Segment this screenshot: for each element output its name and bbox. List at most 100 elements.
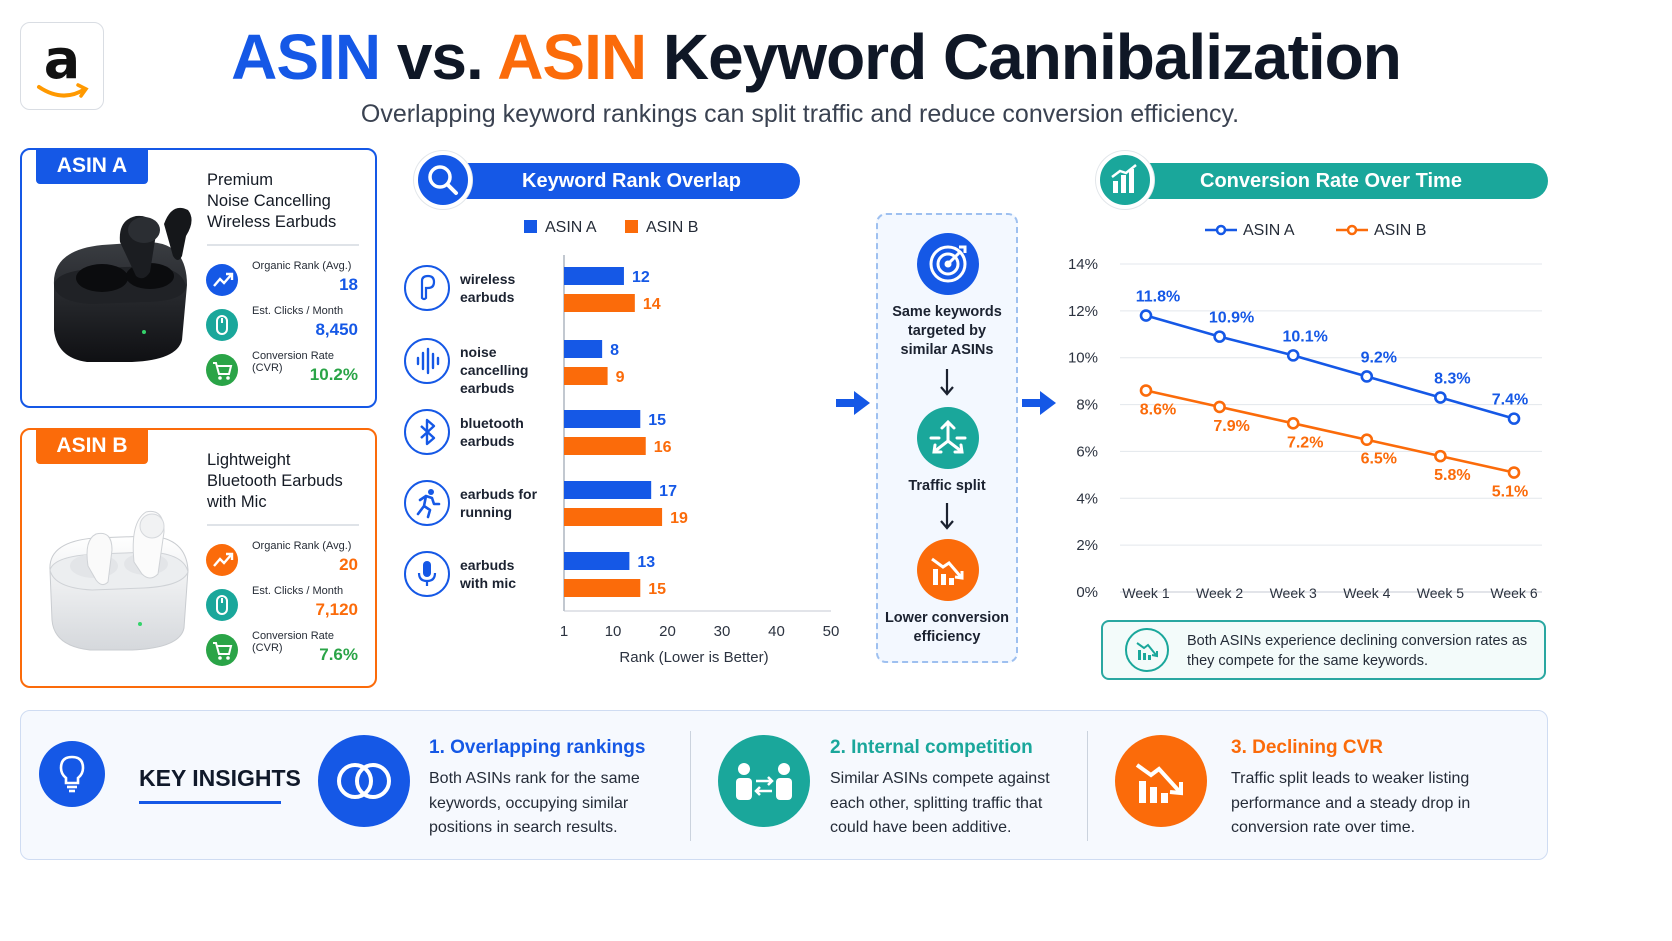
- product-card-asin-a: ASIN A Premium Noise Cancelling Wireless…: [20, 148, 377, 408]
- flow-step-text: Lower conversion efficiency: [878, 609, 1016, 647]
- search-icon: [414, 151, 472, 209]
- product-name-line: Lightweight: [207, 451, 291, 469]
- keyword-label-line: noise cancelling: [460, 344, 529, 378]
- competition-icon: [718, 735, 810, 827]
- bar-value-label: 12: [632, 269, 650, 286]
- bar-asin-a: [564, 410, 641, 428]
- declining-chart-icon: [917, 539, 979, 601]
- metric-organic-rank: Organic Rank (Avg.) 20: [206, 538, 362, 580]
- bar-asin-b: [564, 367, 608, 385]
- bar-asin-a: [564, 481, 652, 499]
- insight-body: Traffic split leads to weaker listing pe…: [1231, 770, 1471, 836]
- bar-asin-a: [564, 340, 603, 358]
- product-card-asin-b: ASIN B Lightweight Bluetooth Earbuds wit…: [20, 428, 377, 688]
- black-earbuds-image: [53, 207, 192, 362]
- data-point: [1507, 412, 1521, 425]
- logo-letter: a: [43, 28, 81, 91]
- bar-value-label: 8: [610, 342, 619, 359]
- data-label: 8.6%: [1140, 402, 1176, 419]
- data-label: 5.8%: [1434, 467, 1470, 484]
- data-label: 7.4%: [1492, 392, 1528, 409]
- legend-label: ASIN A: [1243, 222, 1295, 239]
- product-name-line: Premium: [207, 171, 274, 189]
- y-tick-label: 8%: [1076, 397, 1098, 414]
- bar-value-label: 15: [648, 412, 666, 429]
- page-subtitle: Overlapping keyword rankings can split t…: [360, 100, 1240, 128]
- cvr-note-text: Both ASINs experience declining conversi…: [1187, 633, 1528, 669]
- amazon-logo: a: [20, 22, 104, 110]
- product-name-line: Noise Cancelling: [207, 192, 331, 210]
- x-tick-label: Week 1: [1122, 585, 1169, 601]
- data-point: [1360, 433, 1374, 447]
- data-point: [1139, 384, 1153, 397]
- legend-asin-a: ASIN A: [524, 219, 597, 237]
- y-tick-label: 6%: [1076, 443, 1098, 460]
- metric-label: Est. Clicks / Month: [252, 305, 344, 317]
- data-point: [1286, 417, 1300, 430]
- bar-asin-b: [564, 437, 646, 455]
- data-label: 5.1%: [1492, 484, 1528, 501]
- cvr-section-header: Conversion Rate Over Time: [1124, 163, 1548, 199]
- bar-chart-icon: [1096, 151, 1154, 209]
- legend-asin-b: ASIN B: [1336, 222, 1426, 240]
- bar-asin-b: [564, 508, 663, 526]
- legend-line-marker: [1336, 224, 1368, 236]
- keyword-rank-bar-chart: 12 14 8 9 15 16 17 19 13 15 1 10 20 30 40 50 Rank (Lower…: [560, 255, 839, 666]
- x-tick-label: 1: [560, 623, 568, 640]
- x-tick-label: Week 3: [1270, 585, 1317, 601]
- y-tick-label: 0%: [1076, 584, 1098, 601]
- metric-value: 7,120: [315, 600, 358, 619]
- title-asin-a: ASIN: [231, 21, 381, 93]
- flow-text-line: Lower conversion: [884, 610, 1010, 626]
- data-point: [1213, 330, 1226, 343]
- x-tick-label: Week 5: [1417, 585, 1464, 601]
- key-insights-title: KEY INSIGHTS: [139, 765, 301, 791]
- y-tick-label: 2%: [1076, 537, 1098, 554]
- metric-label: Organic Rank (Avg.): [252, 540, 352, 552]
- title-underline: [139, 801, 281, 804]
- legend-asin-b: ASIN B: [625, 219, 698, 237]
- bar-value-label: 13: [637, 554, 655, 571]
- y-tick-label: 10%: [1068, 350, 1098, 367]
- title-rest: Keyword Cannibalization: [662, 21, 1402, 93]
- product-name: Lightweight Bluetooth Earbuds with Mic: [207, 450, 367, 513]
- mouse-icon: [206, 309, 238, 341]
- lightbulb-icon: [39, 741, 105, 807]
- legend-label: ASIN A: [545, 219, 597, 236]
- series-line-asin-b: [1145, 389, 1515, 474]
- cvr-section-title: Conversion Rate Over Time: [1200, 170, 1462, 192]
- data-label: 10.9%: [1209, 310, 1254, 327]
- down-arrow-icon: [940, 503, 954, 530]
- keyword-label: earbuds for running: [460, 485, 560, 521]
- rank-section-title: Keyword Rank Overlap: [522, 170, 741, 192]
- insight-body: Similar ASINs compete against each other…: [830, 770, 1050, 836]
- flow-step-text: Same keywords targeted by similar ASINs: [878, 303, 1016, 360]
- metric-label: Est. Clicks / Month: [252, 585, 344, 597]
- conversion-rate-line-chart: 0% 2% 4% 6% 8% 10% 12% 14% Week 1 Week 2 Week 3 Wee…: [1068, 256, 1542, 601]
- flow-text-line: Traffic split: [908, 478, 986, 494]
- cvr-note: Both ASINs experience declining conversi…: [1101, 620, 1546, 680]
- right-arrow-icon: [1022, 391, 1056, 415]
- separator: [690, 731, 691, 841]
- bar-value-label: 17: [659, 483, 677, 500]
- bar-value-label: 16: [654, 439, 672, 456]
- product-name-line: Wireless Earbuds: [207, 213, 337, 231]
- product-name-line: with Mic: [207, 493, 267, 511]
- y-tick-label: 14%: [1068, 256, 1098, 273]
- declining-chart-icon: [1115, 735, 1207, 827]
- page-title: ASIN vs. ASIN Keyword Cannibalization: [0, 20, 1632, 94]
- metric-est-clicks: Est. Clicks / Month 8,450: [206, 303, 362, 345]
- metric-value: 20: [339, 555, 358, 574]
- metric-est-clicks: Est. Clicks / Month 7,120: [206, 583, 362, 625]
- cart-icon: [206, 634, 238, 666]
- target-icon: [917, 233, 979, 295]
- legend-asin-a: ASIN A: [1205, 222, 1295, 240]
- insight-heading: 2. Internal competition: [830, 737, 1033, 758]
- bar-asin-b: [564, 294, 635, 312]
- metric-label: Conversion Rate (CVR): [252, 350, 334, 374]
- smile-arrow-icon: [37, 83, 89, 98]
- bar-asin-a: [564, 267, 624, 285]
- down-arrow-icon: [940, 369, 954, 396]
- legend-line-marker: [1205, 224, 1237, 236]
- data-label: 7.9%: [1213, 418, 1249, 435]
